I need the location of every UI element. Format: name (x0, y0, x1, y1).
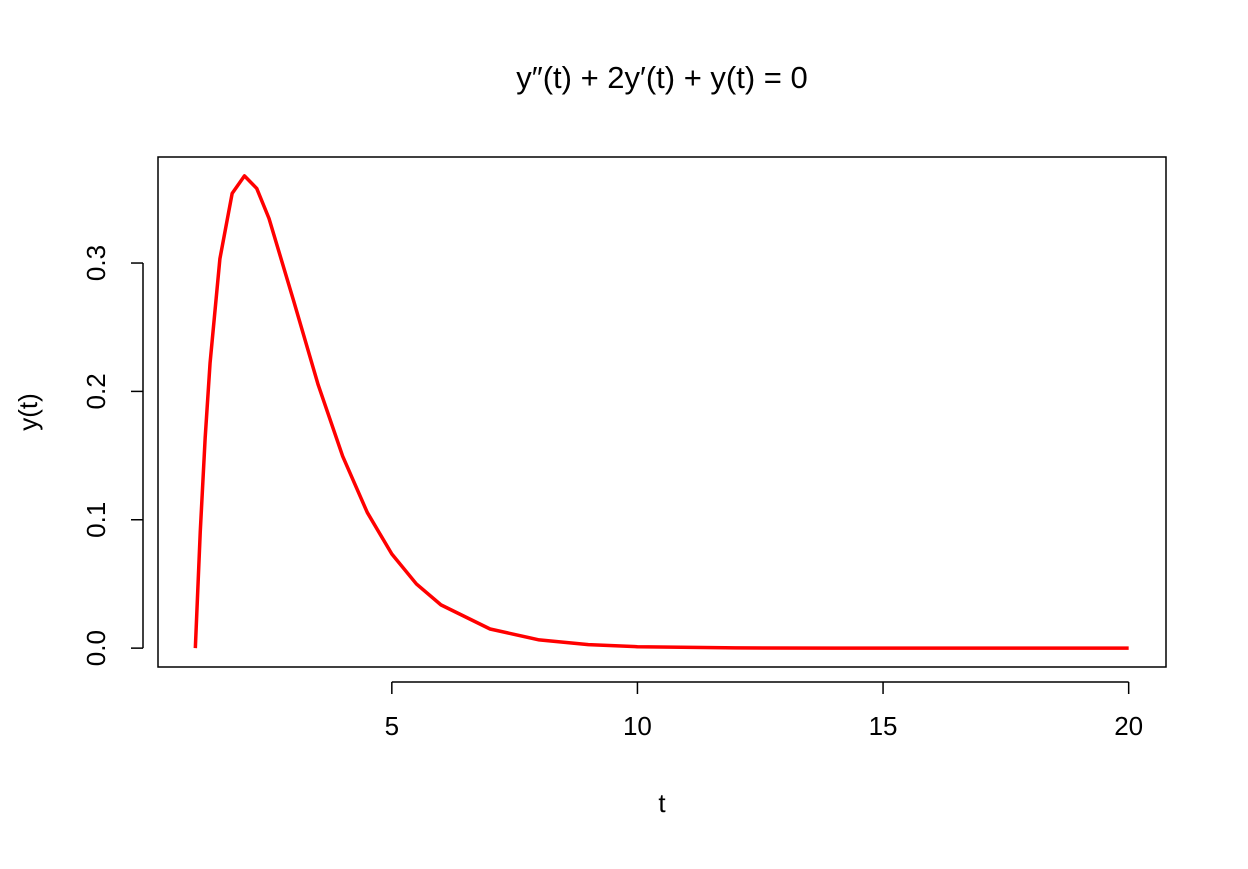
x-tick-label: 20 (1114, 711, 1143, 741)
data-line (193, 174, 1129, 650)
x-tick-label: 5 (385, 711, 399, 741)
plot-box (157, 156, 1167, 668)
x-axis-label: t (658, 788, 666, 818)
x-tick-label: 15 (869, 711, 898, 741)
y-axis-label: y(t) (13, 393, 43, 431)
y-tick-label: 0.3 (81, 245, 111, 281)
y-tick-label: 0.0 (81, 630, 111, 666)
y-tick-label: 0.2 (81, 373, 111, 409)
y-tick-label: 0.1 (81, 502, 111, 538)
x-tick-label: 10 (623, 711, 652, 741)
chart-title: y″(t) + 2y′(t) + y(t) = 0 (516, 60, 808, 95)
